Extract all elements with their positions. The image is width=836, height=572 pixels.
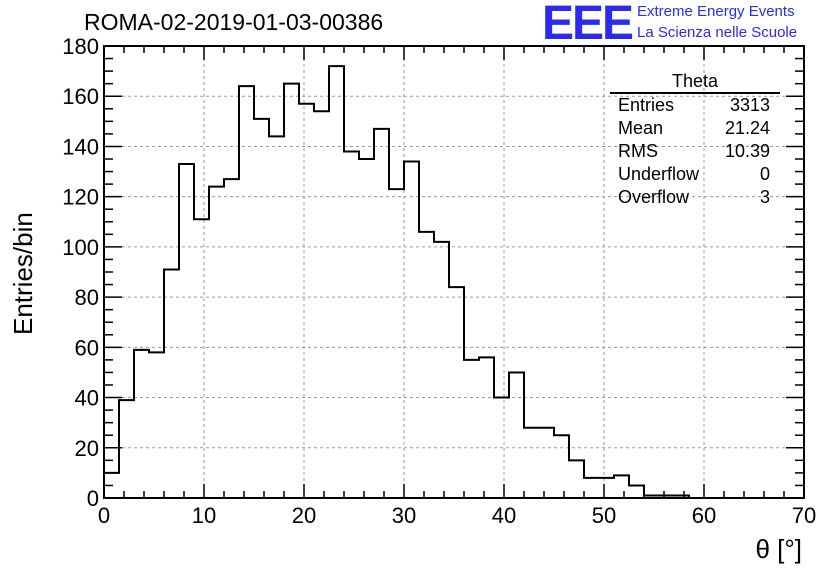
histogram-bin <box>179 164 194 498</box>
x-tick-label: 70 <box>792 503 816 528</box>
histogram-bin <box>359 159 374 498</box>
stats-row-underflow: Underflow 0 <box>610 163 780 186</box>
histogram-bin <box>284 84 299 498</box>
stats-row-entries: Entries 3313 <box>610 94 780 117</box>
histogram-bin <box>314 111 329 498</box>
histogram-bin <box>479 357 494 498</box>
logo-caption-line1: Extreme Energy Events <box>637 3 795 20</box>
x-tick-label: 10 <box>192 503 216 528</box>
y-tick-label: 0 <box>87 486 99 511</box>
histogram-bin <box>269 136 284 498</box>
histogram-bin <box>464 360 479 498</box>
y-tick-label: 120 <box>62 185 99 210</box>
y-tick-label: 60 <box>75 335 99 360</box>
stats-value: 21.24 <box>724 118 770 138</box>
histogram-bin <box>449 287 464 498</box>
histogram-bin <box>239 86 254 498</box>
histogram-bin <box>134 350 149 498</box>
stats-row-mean: Mean 21.24 <box>610 117 780 140</box>
histogram-bins <box>104 66 689 498</box>
y-tick-label: 140 <box>62 134 99 159</box>
stats-label: Entries <box>618 95 675 115</box>
histogram-bin <box>524 428 539 498</box>
stats-label: Underflow <box>618 164 700 184</box>
x-tick-label: 50 <box>592 503 616 528</box>
stats-label: Mean <box>618 118 664 138</box>
stats-row-overflow: Overflow 3 <box>610 186 780 209</box>
grid-lines <box>104 46 804 498</box>
histogram-bin <box>209 187 224 498</box>
y-tick-label: 160 <box>62 84 99 109</box>
y-tick-label: 180 <box>62 34 99 59</box>
stats-value: 0 <box>759 164 770 184</box>
histogram-bin <box>434 242 449 498</box>
histogram-bin <box>344 151 359 498</box>
stats-value: 10.39 <box>724 141 770 161</box>
x-tick-label: 0 <box>98 503 110 528</box>
x-tick-label: 30 <box>392 503 416 528</box>
x-axis-label: θ [°] <box>755 534 802 564</box>
y-tick-label: 40 <box>75 386 99 411</box>
histogram-bin <box>224 179 239 498</box>
histogram-bin <box>629 485 644 498</box>
histogram-bin <box>299 104 314 498</box>
y-tick-label: 80 <box>75 285 99 310</box>
eee-logo: EEE <box>542 0 634 50</box>
histogram-bin <box>539 428 554 498</box>
histogram-bin <box>149 352 164 498</box>
axis-ticks <box>103 45 805 499</box>
histogram-bin <box>374 129 389 498</box>
y-tick-label: 100 <box>62 235 99 260</box>
plot-frame <box>103 45 805 499</box>
x-tick-label: 60 <box>692 503 716 528</box>
stats-label: RMS <box>618 141 658 161</box>
histogram-bin <box>194 219 209 498</box>
stats-title: Theta <box>610 70 780 94</box>
stats-label: Overflow <box>618 187 690 207</box>
histogram-bin <box>389 189 404 498</box>
stats-box: Theta Entries 3313 Mean 21.24 RMS 10.39 … <box>610 70 780 209</box>
histogram-bin <box>509 372 524 498</box>
histogram-bin <box>569 460 584 498</box>
histogram-bin <box>554 435 569 498</box>
histogram-bin <box>599 478 614 498</box>
histogram-bin <box>584 478 599 498</box>
histogram-bin <box>254 119 269 498</box>
stats-value: 3 <box>759 187 770 207</box>
histogram-bin <box>614 475 629 498</box>
histogram-bin <box>119 400 134 498</box>
x-tick-label: 20 <box>292 503 316 528</box>
logo-caption-line2: La Scienza nelle Scuole <box>637 24 798 41</box>
histogram-outline <box>103 65 794 499</box>
stats-value: 3313 <box>729 95 770 115</box>
y-axis-label: Entries/bin <box>8 212 38 335</box>
y-tick-label: 20 <box>75 436 99 461</box>
stats-row-rms: RMS 10.39 <box>610 140 780 163</box>
histogram-bin <box>419 232 434 498</box>
histogram-bin <box>164 269 179 498</box>
histogram-bin <box>329 66 344 498</box>
chart-title: ROMA-02-2019-01-03-00386 <box>84 9 384 35</box>
x-tick-label: 40 <box>492 503 516 528</box>
